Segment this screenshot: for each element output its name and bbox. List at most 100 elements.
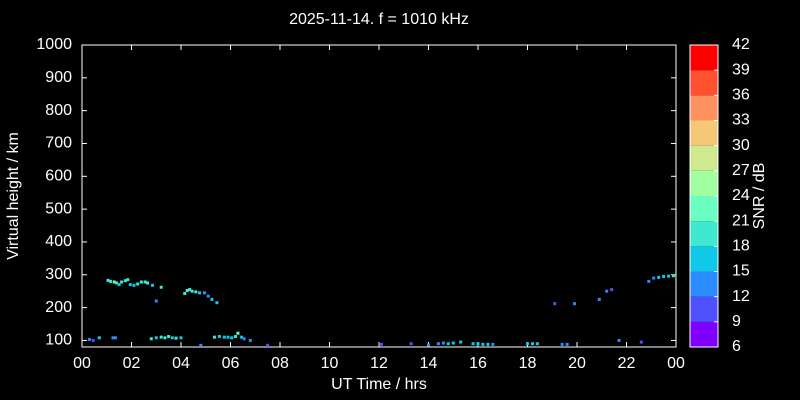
point: [183, 291, 187, 295]
y-tick-label: 600: [45, 168, 72, 185]
point: [154, 299, 158, 303]
colorbar-band: [690, 321, 718, 347]
point: [154, 336, 158, 340]
point: [215, 301, 219, 305]
point: [151, 283, 155, 287]
y-tick-label: 400: [45, 233, 72, 250]
point: [230, 336, 234, 340]
colorbar-band: [690, 170, 718, 196]
point: [167, 334, 171, 338]
point: [491, 342, 495, 346]
point: [87, 337, 91, 341]
point: [459, 340, 463, 344]
colorbar-band: [690, 196, 718, 222]
point: [146, 281, 150, 285]
y-axis-label: Virtual height / km: [5, 132, 22, 260]
point: [203, 291, 207, 295]
point: [113, 336, 117, 340]
point: [217, 334, 221, 338]
y-tick-label: 1000: [36, 36, 72, 53]
colorbar-tick-label: 33: [732, 112, 750, 129]
point: [111, 336, 115, 340]
y-tick-label: 700: [45, 135, 72, 152]
colorbar-tick-label: 6: [732, 338, 741, 355]
point: [159, 335, 163, 339]
point: [560, 342, 564, 346]
x-tick-label: 20: [568, 355, 586, 372]
x-tick-label: 00: [73, 355, 91, 372]
x-tick-label: 02: [123, 355, 141, 372]
y-tick-label: 300: [45, 266, 72, 283]
colorbar-tick-label: 15: [732, 263, 750, 280]
colorbar-band: [690, 70, 718, 96]
point: [605, 289, 609, 293]
point: [639, 340, 643, 344]
x-tick-label: 04: [172, 355, 190, 372]
point: [535, 342, 539, 346]
y-tick-label: 100: [45, 332, 72, 349]
point: [672, 274, 676, 278]
colorbar-tick-label: 30: [732, 137, 750, 154]
point: [91, 338, 95, 342]
x-tick-label: 14: [420, 355, 438, 372]
point: [139, 280, 143, 284]
point: [657, 275, 661, 279]
point: [198, 291, 202, 295]
colorbar-tick-label: 12: [732, 288, 750, 305]
y-tick-label: 200: [45, 299, 72, 316]
point: [149, 337, 153, 341]
point: [617, 338, 621, 342]
chart-title: 2025-11-14. f = 1010 kHz: [289, 11, 469, 28]
colorbar-tick-label: 42: [732, 36, 750, 53]
x-tick-label: 12: [370, 355, 388, 372]
y-tick-label: 500: [45, 200, 72, 217]
point: [188, 288, 192, 292]
point: [210, 297, 214, 301]
point: [662, 274, 666, 278]
point: [667, 274, 671, 278]
point: [132, 283, 136, 287]
point: [226, 335, 230, 339]
colorbar-band: [690, 221, 718, 247]
point: [481, 342, 485, 346]
point: [163, 336, 167, 340]
colorbar-band: [690, 120, 718, 146]
point: [117, 283, 121, 287]
point: [530, 342, 534, 346]
point: [446, 342, 450, 346]
point: [123, 279, 127, 283]
point: [199, 343, 203, 347]
point: [108, 279, 112, 283]
point: [174, 336, 178, 340]
point: [185, 289, 189, 293]
y-tick-label: 900: [45, 69, 72, 86]
point: [427, 343, 430, 347]
x-tick-label: 16: [469, 355, 487, 372]
point: [441, 341, 445, 345]
colorbar-tick-label: 9: [732, 313, 741, 330]
colorbar-band: [690, 296, 718, 322]
point: [436, 342, 440, 346]
point: [236, 331, 240, 335]
point: [115, 281, 119, 285]
point: [159, 285, 163, 289]
point: [128, 283, 132, 287]
colorbar-band: [690, 145, 718, 171]
point: [379, 342, 383, 346]
point: [143, 280, 147, 284]
point: [610, 288, 614, 292]
point: [136, 282, 140, 286]
x-tick-label: 18: [519, 355, 537, 372]
colorbar-tick-label: 27: [732, 162, 750, 179]
colorbar-label: SNR / dB: [751, 163, 768, 230]
x-tick-label: 06: [222, 355, 240, 372]
point: [486, 342, 490, 346]
point: [190, 289, 194, 293]
point: [97, 336, 101, 340]
x-tick-label: 10: [321, 355, 339, 372]
x-tick-label: 22: [618, 355, 636, 372]
point: [222, 335, 226, 339]
point: [112, 280, 116, 284]
